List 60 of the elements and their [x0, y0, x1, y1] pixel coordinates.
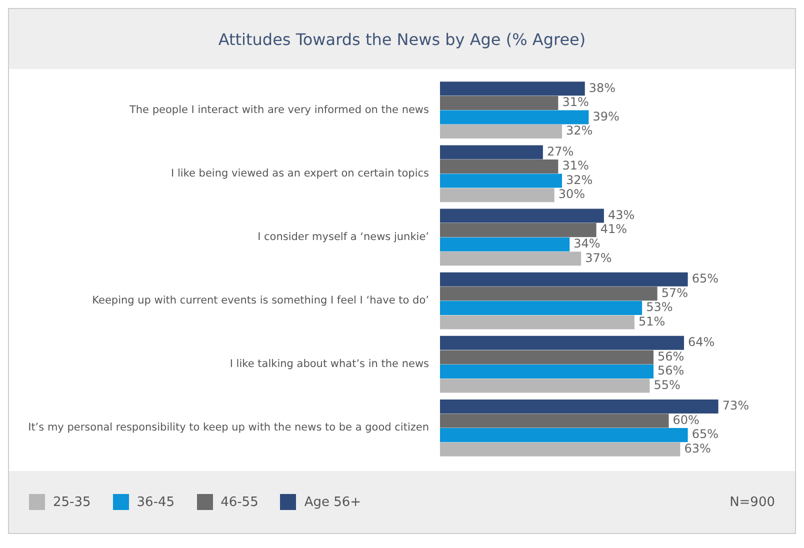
data-label: 39% — [592, 109, 620, 124]
data-label: 27% — [546, 144, 574, 158]
data-label: 60% — [672, 412, 700, 427]
bar — [440, 124, 562, 139]
bar — [440, 159, 558, 174]
bar — [440, 208, 604, 223]
bar — [440, 272, 688, 286]
data-label: 32% — [566, 124, 593, 138]
data-label: 37% — [585, 250, 612, 265]
data-label: 41% — [600, 222, 627, 236]
y-tick-label: The people I interact with are very informed on the news — [128, 104, 429, 116]
data-label: 51% — [638, 314, 666, 328]
y-tick-label: I consider myself a ‘news junkie’ — [258, 230, 429, 243]
bar — [440, 315, 634, 330]
bar — [440, 110, 589, 124]
bar — [440, 252, 582, 266]
bar — [440, 300, 642, 315]
data-label: 65% — [692, 271, 718, 286]
y-tick-label: It’s my personal responsibility to keep up with the news to be a good citizen — [28, 422, 429, 434]
bar — [440, 399, 718, 414]
data-label: 31% — [562, 158, 589, 173]
data-label: 31% — [562, 95, 589, 110]
bar — [440, 145, 543, 160]
data-label: 30% — [558, 187, 586, 202]
text: N=900 — [730, 494, 775, 510]
bar — [440, 96, 558, 110]
data-label: 57% — [661, 286, 688, 300]
data-label: 32% — [566, 172, 593, 187]
legend-label: 36-45 — [136, 494, 175, 510]
y-tick-label: Keeping up with current events is something I feel I ‘have to do’ — [92, 294, 429, 307]
data-label: 43% — [608, 208, 635, 222]
data-label: 65% — [692, 427, 718, 442]
y-tick-label: I like being viewed as an expert on certain topics — [171, 167, 429, 180]
legend-label: 25-35 — [52, 494, 91, 510]
bar — [440, 414, 669, 428]
data-label: 38% — [588, 80, 616, 95]
data-label: 64% — [688, 335, 715, 350]
bar — [440, 188, 554, 202]
data-label: 55% — [654, 378, 680, 392]
bar — [440, 82, 585, 96]
data-label: 34% — [574, 236, 600, 250]
bar — [440, 223, 596, 238]
chart-title: Attitudes Towards the News by Age (% Agree) — [218, 30, 586, 48]
bar — [440, 174, 562, 188]
data-label: 63% — [684, 441, 711, 456]
y-tick-label: I like talking about what’s in the news — [230, 358, 429, 370]
data-label: 56% — [658, 349, 684, 364]
bar — [440, 364, 654, 379]
bar — [440, 286, 658, 301]
bar — [440, 428, 688, 442]
data-label: 53% — [646, 300, 673, 314]
bar — [440, 237, 570, 252]
bar — [440, 350, 654, 364]
bar — [440, 442, 680, 456]
bar — [440, 336, 684, 350]
data-label: 73% — [722, 398, 749, 413]
data-label: 56% — [658, 364, 684, 378]
legend-label: Age 56+ — [303, 494, 362, 510]
bar — [440, 378, 650, 393]
legend-label: 46-55 — [220, 494, 258, 510]
